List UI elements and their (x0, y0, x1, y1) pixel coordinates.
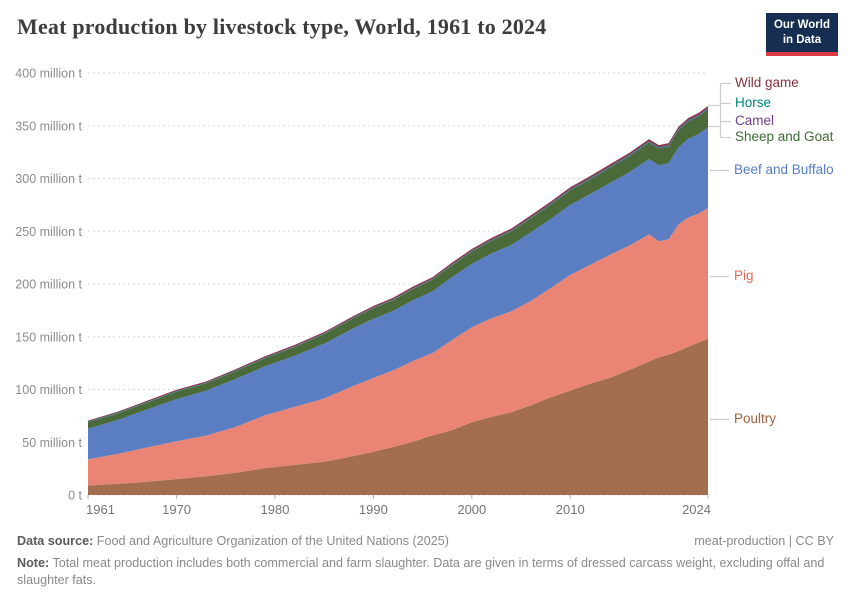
y-axis-label: 350 million t (15, 119, 82, 133)
y-axis-label: 200 million t (15, 278, 82, 292)
area-beef-and-buffalo[interactable] (88, 127, 708, 460)
chart-footer: Data source: Food and Agriculture Organi… (17, 533, 834, 589)
area-pig[interactable] (88, 208, 708, 486)
page-title: Meat production by livestock type, World… (17, 14, 547, 39)
owid-logo[interactable]: Our World in Data (765, 13, 838, 57)
x-axis-label: 2000 (457, 502, 486, 517)
credit-link[interactable]: meat-production | CC BY (694, 534, 834, 548)
area-poultry[interactable] (88, 338, 708, 495)
legend-label-poultry[interactable]: Poultry (734, 411, 777, 426)
owid-logo-line2: in Data (782, 34, 822, 47)
y-axis-label: 100 million t (15, 383, 82, 397)
data-source-text: Food and Agriculture Organization of the… (93, 534, 449, 548)
owid-logo-line1: Our World (773, 19, 830, 31)
x-axis-label: 2024 (682, 502, 711, 517)
x-axis-label: 1961 (86, 502, 115, 517)
legend-label-pig[interactable]: Pig (734, 268, 754, 283)
legend-label-beef-and-buffalo[interactable]: Beef and Buffalo (734, 162, 834, 177)
y-axis-label: 250 million t (15, 225, 82, 239)
legend-label-sheep-and-goat[interactable]: Sheep and Goat (735, 129, 834, 144)
x-axis-label: 1980 (261, 502, 290, 517)
data-source-label: Data source: (17, 534, 94, 548)
y-axis-label: 0 t (68, 489, 82, 503)
x-axis-label: 1970 (162, 502, 191, 517)
x-axis-label: 1990 (359, 502, 388, 517)
note-label: Note: (17, 555, 50, 570)
y-axis-label: 50 million t (22, 436, 82, 450)
x-axis-label: 2010 (556, 502, 585, 517)
y-axis-label: 150 million t (15, 330, 82, 344)
legend-label-horse[interactable]: Horse (735, 95, 772, 110)
y-axis-label: 300 million t (15, 172, 82, 186)
data-source-line: Data source: Food and Agriculture Organi… (17, 533, 449, 551)
legend-label-camel[interactable]: Camel (735, 113, 775, 128)
y-axis-label: 400 million t (15, 67, 82, 81)
legend-label-wild-game[interactable]: Wild game (735, 75, 799, 90)
note-text: Total meat production includes both comm… (17, 555, 825, 587)
